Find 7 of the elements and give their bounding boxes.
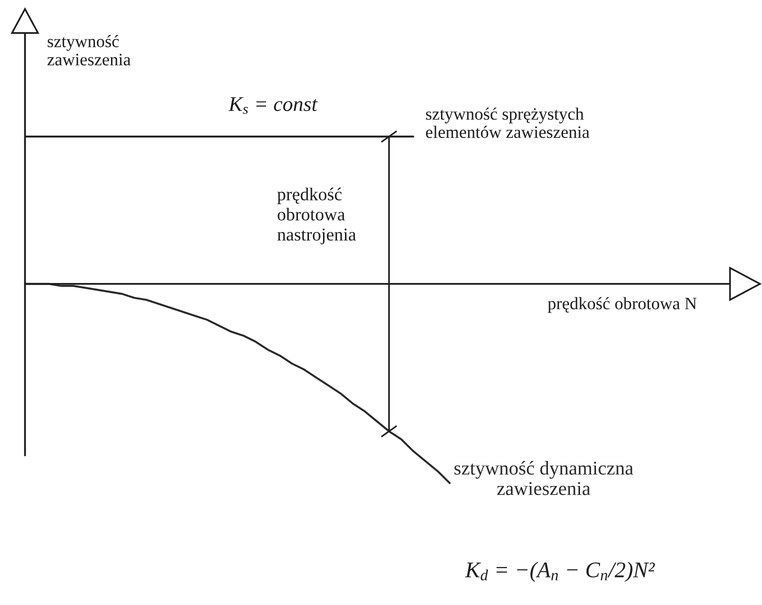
series-label: sztywność dynamiczna zawieszenia: [454, 461, 634, 496]
text: prędkość obrotowa N: [548, 297, 697, 313]
series-label: sztywność sprężystych elementów zawieszenia: [426, 108, 590, 138]
text: K$_{s}$ = const: [228, 97, 318, 114]
text: K$_{d}$ = −(A$_{n}$ − C$_{n}$/2)N²: [464, 562, 655, 582]
y-axis-title: sztywność zawieszenia: [47, 35, 131, 66]
annotation: prędkość obrotowa nastrojenia: [277, 188, 356, 244]
